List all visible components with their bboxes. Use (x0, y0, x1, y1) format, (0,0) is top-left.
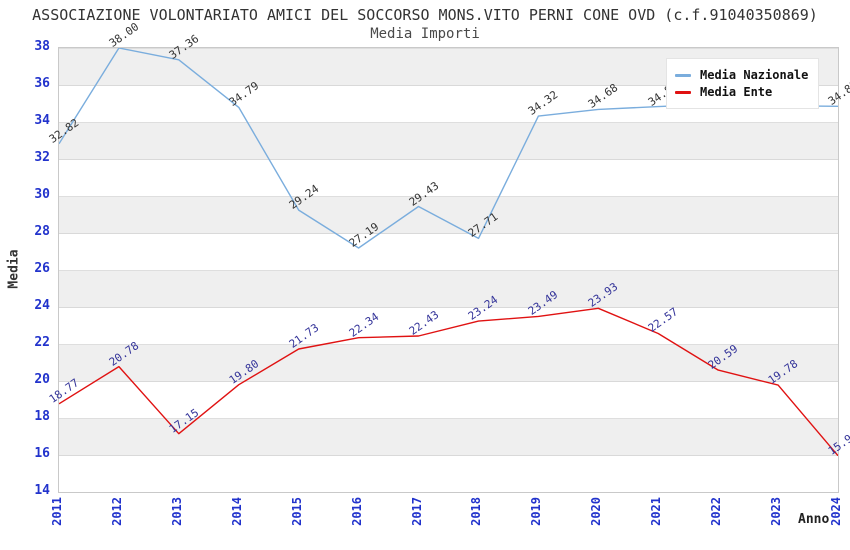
series-line-media-ente (59, 307, 838, 457)
y-tick-label: 36 (34, 76, 50, 91)
legend-swatch-icon (675, 73, 691, 77)
x-tick-label: 2020 (589, 497, 604, 526)
y-tick-label: 16 (34, 446, 50, 461)
x-tick-label: 2014 (229, 497, 244, 526)
y-tick-label: 34 (34, 113, 50, 128)
y-tick-label: 14 (34, 483, 50, 498)
x-tick-label: 2015 (289, 497, 304, 526)
x-tick-label: 2021 (649, 497, 664, 526)
x-tick-label: 2017 (409, 497, 424, 526)
y-tick-label: 32 (34, 150, 50, 165)
x-axis-title: Anno (798, 512, 830, 527)
x-tick-label: 2024 (829, 497, 843, 526)
legend-label: Media Nazionale (700, 68, 809, 82)
legend-label: Media Ente (700, 85, 773, 99)
y-tick-label: 26 (34, 261, 50, 276)
legend-item: Media Ente (675, 85, 808, 99)
y-tick-label: 20 (34, 372, 50, 387)
legend: Media Nazionale Media Ente (666, 58, 820, 109)
x-tick-label: 2011 (50, 497, 64, 526)
legend-item: Media Nazionale (675, 68, 808, 82)
x-tick-label: 2023 (769, 497, 784, 526)
chart-title: ASSOCIAZIONE VOLONTARIATO AMICI DEL SOCC… (32, 6, 818, 24)
y-tick-label: 38 (34, 39, 50, 54)
legend-swatch-icon (675, 90, 691, 94)
chart-subtitle: Media Importi (370, 26, 480, 42)
y-tick-label: 18 (34, 409, 50, 424)
x-tick-label: 2012 (109, 497, 124, 526)
x-tick-label: 2016 (349, 497, 364, 526)
x-tick-label: 2022 (709, 497, 724, 526)
x-tick-label: 2018 (469, 497, 484, 526)
x-tick-label: 2019 (529, 497, 544, 526)
y-tick-label: 22 (34, 335, 50, 350)
y-tick-label: 24 (34, 298, 50, 313)
y-tick-label: 30 (34, 187, 50, 202)
x-tick-label: 2013 (169, 497, 184, 526)
plot-area (58, 47, 839, 493)
y-tick-label: 28 (34, 224, 50, 239)
